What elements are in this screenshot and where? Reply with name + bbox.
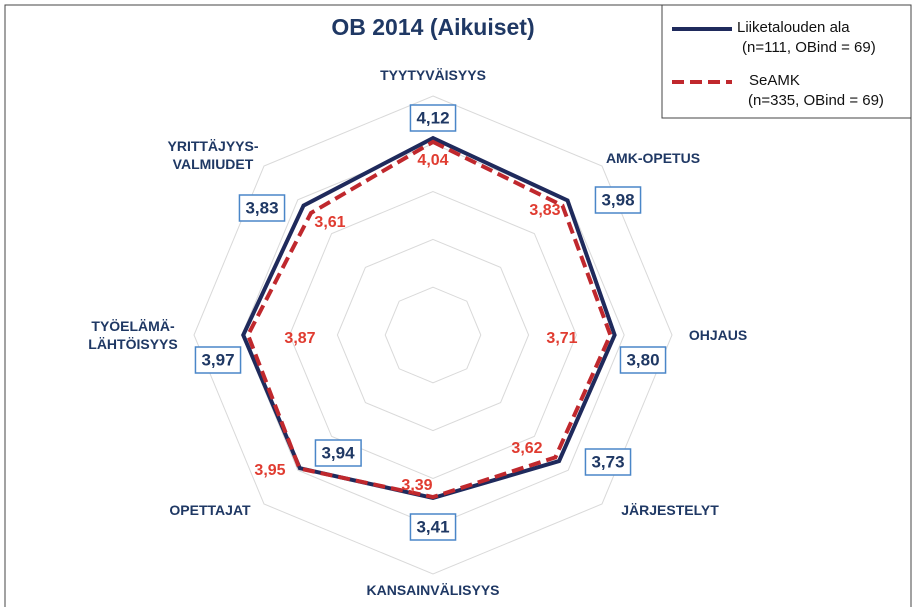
category-label: TYÖELÄMÄ- LÄHTÖISYYS xyxy=(88,318,178,352)
category-label: KANSAINVÄLISYYS xyxy=(366,582,500,598)
data-label-box xyxy=(409,104,457,132)
grid-ring xyxy=(193,95,673,575)
chart-frame xyxy=(4,4,912,607)
data-label: 3,83 xyxy=(529,202,560,219)
data-label-box xyxy=(314,439,362,467)
category-label: OPETTAJAT xyxy=(169,502,251,518)
data-label: 3,83 xyxy=(245,198,278,217)
legend-label: Liiketalouden ala xyxy=(737,19,850,36)
series-line xyxy=(241,135,617,501)
category-label: JÄRJESTELYT xyxy=(621,502,719,518)
data-label-box xyxy=(594,186,642,214)
category-label: YRITTÄJYYS- VALMIUDET xyxy=(167,138,259,172)
data-label: 3,87 xyxy=(284,330,315,347)
data-label: 3,41 xyxy=(416,517,449,536)
data-label: 3,94 xyxy=(321,443,355,462)
category-label: AMK-OPETUS xyxy=(605,150,701,166)
data-label-box xyxy=(409,513,457,541)
legend-label: SeAMK xyxy=(749,72,800,89)
data-label-box xyxy=(619,346,667,374)
data-label-box xyxy=(194,346,242,374)
legend-box xyxy=(661,4,912,119)
data-label: 3,80 xyxy=(626,350,659,369)
data-label: 3,95 xyxy=(254,462,285,479)
data-label: 3,61 xyxy=(314,214,345,231)
data-label-box xyxy=(238,194,286,222)
data-label: 3,39 xyxy=(401,477,432,494)
category-label: TYYTYVÄISYYS xyxy=(380,67,486,83)
data-label: 4,04 xyxy=(417,152,448,169)
chart-title: OB 2014 (Aikuiset) xyxy=(331,14,534,40)
data-label: 3,97 xyxy=(201,350,234,369)
data-label: 4,12 xyxy=(416,108,449,127)
legend-detail: (n=335, OBind = 69) xyxy=(748,92,884,109)
data-label: 3,71 xyxy=(546,330,577,347)
grid-ring xyxy=(384,286,482,384)
data-label: 3,98 xyxy=(601,190,634,209)
grid-ring xyxy=(289,191,577,479)
data-label: 3,73 xyxy=(591,452,624,471)
category-label: OHJAUS xyxy=(688,327,748,343)
data-label: 3,62 xyxy=(511,440,542,457)
legend-detail: (n=111, OBind = 69) xyxy=(742,39,876,56)
series-line xyxy=(245,139,613,500)
data-label-box xyxy=(584,448,632,476)
grid-ring xyxy=(336,238,530,432)
